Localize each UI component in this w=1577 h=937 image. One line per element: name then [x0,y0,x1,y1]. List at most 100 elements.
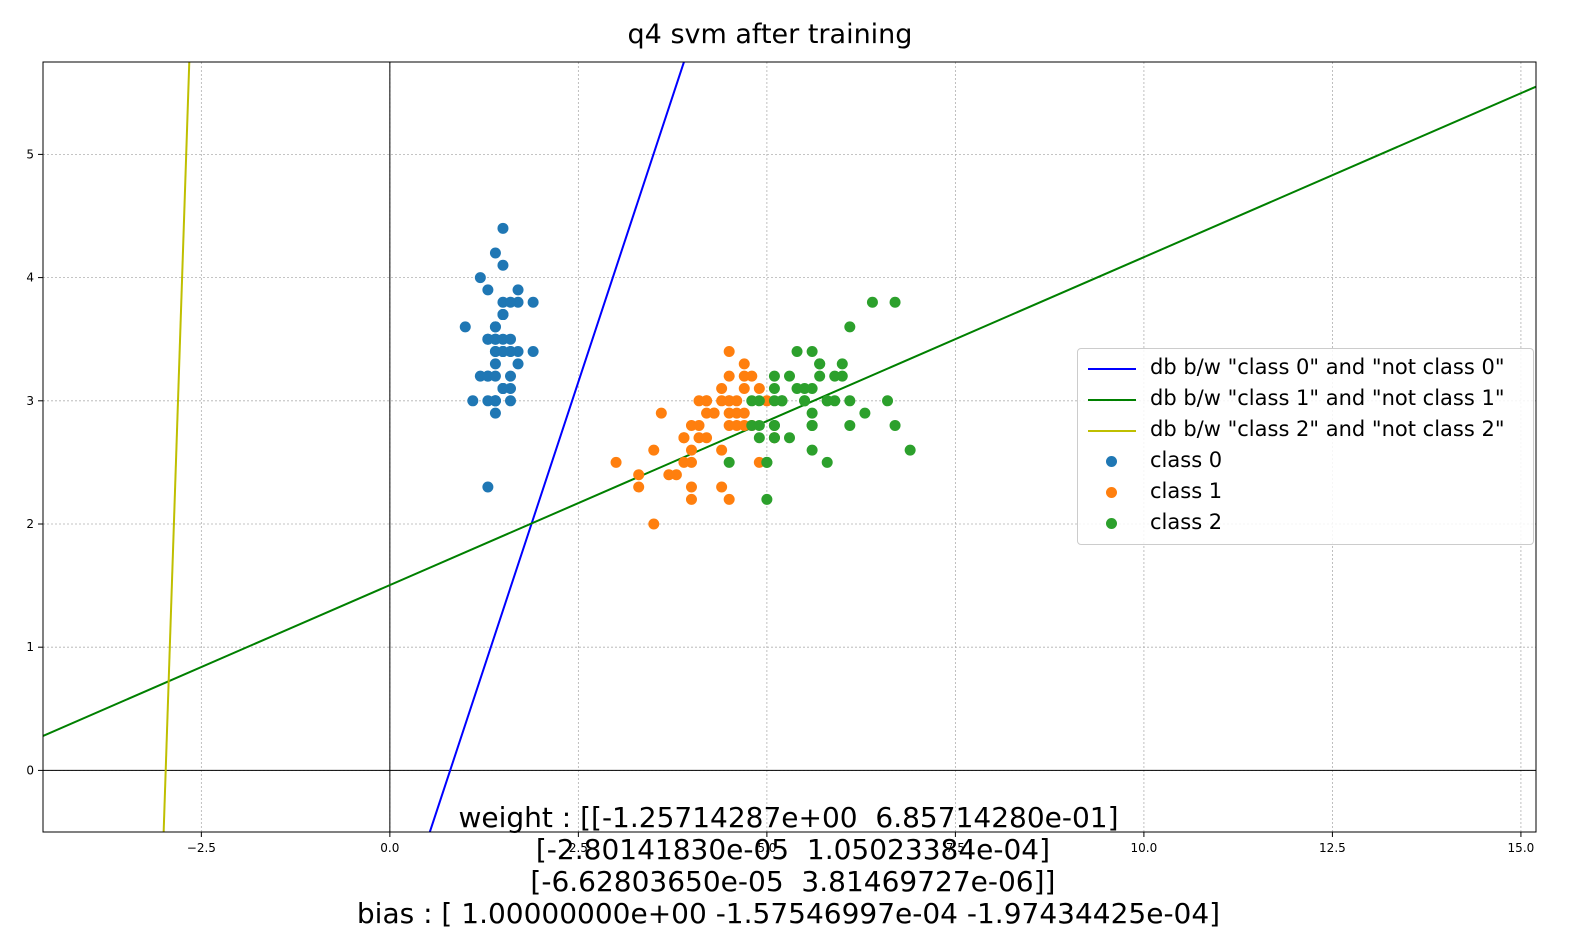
y-tick-label: 5 [26,147,34,161]
point-class-0 [497,346,509,358]
point-class-1 [716,481,728,493]
point-class-2 [882,395,894,407]
point-class-2 [768,419,780,431]
point-class-2 [814,358,826,370]
x-tick-label: 12.5 [1319,841,1346,855]
point-class-0 [482,333,494,345]
point-class-1 [731,395,743,407]
point-class-0 [489,370,501,382]
point-class-1 [723,370,735,382]
x-tick-label: 15.0 [1508,841,1535,855]
point-class-1 [678,456,690,468]
legend-marker [1106,456,1117,467]
point-class-0 [489,358,501,370]
point-class-1 [693,419,705,431]
point-class-1 [685,481,697,493]
point-class-2 [768,432,780,444]
point-class-0 [512,284,524,296]
point-class-1 [716,382,728,394]
weight-line-2: [-2.80141830e-05 1.05023384e-04] [526,833,1051,866]
point-class-1 [708,407,720,419]
legend-entry-class-2: class 2 [1078,508,1533,539]
point-class-2 [836,370,848,382]
point-class-0 [489,247,501,259]
x-tick-label: 10.0 [1131,841,1158,855]
point-class-0 [482,481,494,493]
point-class-2 [799,395,811,407]
point-class-2 [753,419,765,431]
point-class-0 [489,407,501,419]
point-class-1 [648,444,660,456]
x-tick-label: 5.0 [757,841,776,855]
point-class-0 [512,296,524,308]
point-class-0 [467,395,479,407]
point-class-1 [753,456,765,468]
legend-swatch [1088,399,1136,401]
point-class-1 [723,419,735,431]
decision-boundary-line-1 [43,85,1536,737]
point-class-1 [685,419,697,431]
point-class-2 [791,346,803,358]
point-class-2 [859,407,871,419]
point-class-1 [723,493,735,505]
point-class-1 [663,469,675,481]
point-class-2 [821,456,833,468]
point-class-0 [527,346,539,358]
point-class-0 [497,259,509,271]
legend-entry-line-class-0: db b/w "class 0" and "not class 0" [1078,353,1533,384]
point-class-1 [723,407,735,419]
point-class-1 [701,395,713,407]
legend-swatch [1088,430,1136,432]
point-class-1 [753,382,765,394]
point-class-0 [505,346,517,358]
point-class-1 [738,370,750,382]
point-class-0 [474,370,486,382]
x-tick-label: 0.0 [380,841,399,855]
legend-swatch [1088,368,1136,370]
point-class-0 [482,370,494,382]
point-class-1 [761,395,773,407]
point-class-2 [753,395,765,407]
point-class-2 [791,382,803,394]
legend: db b/w "class 0" and "not class 0" db b/… [1077,348,1534,545]
x-tick-label: 2.5 [569,841,588,855]
x-axis-ticks: −2.5 0.0 2.5 5.0 7.5 10.0 12.5 15.0 [187,832,1535,855]
point-class-0 [527,296,539,308]
point-class-2 [768,395,780,407]
point-class-2 [844,321,856,333]
point-class-2 [829,395,841,407]
point-class-1 [610,456,622,468]
point-class-0 [505,370,517,382]
legend-label: db b/w "class 0" and "not class 0" [1150,355,1505,379]
point-class-2 [866,296,878,308]
point-class-1 [693,432,705,444]
point-class-0 [459,321,471,333]
legend-label: db b/w "class 1" and "not class 1" [1150,386,1505,410]
x-tick-label: −2.5 [187,841,216,855]
point-class-1 [716,444,728,456]
point-class-1 [693,395,705,407]
point-class-2 [746,395,758,407]
point-class-1 [723,395,735,407]
x-tick-label: 7.5 [946,841,965,855]
decision-boundary-line-0 [428,62,685,832]
point-class-1 [738,382,750,394]
legend-label: db b/w "class 2" and "not class 2" [1150,417,1505,441]
weight-line-1: weight : [[-1.25714287e+00 6.85714280e-0… [458,801,1119,834]
legend-marker [1106,518,1117,529]
point-class-1 [738,358,750,370]
point-class-1 [685,444,697,456]
point-class-2 [806,444,818,456]
legend-label: class 1 [1150,479,1223,503]
point-class-0 [505,395,517,407]
point-class-2 [904,444,916,456]
point-class-2 [776,395,788,407]
point-class-2 [768,382,780,394]
point-class-2 [821,395,833,407]
point-class-1 [701,407,713,419]
point-class-0 [512,358,524,370]
point-class-0 [497,296,509,308]
point-class-0 [489,395,501,407]
point-class-0 [505,382,517,394]
legend-entry-line-class-1: db b/w "class 1" and "not class 1" [1078,384,1533,415]
